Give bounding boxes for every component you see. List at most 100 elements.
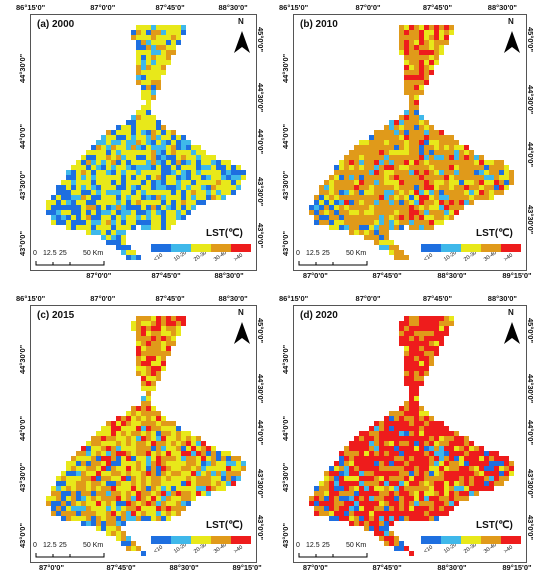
lst-cell xyxy=(344,506,349,511)
lst-cell xyxy=(141,220,146,225)
lst-cell xyxy=(449,210,454,215)
lst-cell xyxy=(221,481,226,486)
lst-cell xyxy=(171,30,176,35)
lst-cell xyxy=(339,165,344,170)
lst-cell xyxy=(136,55,141,60)
lst-cell xyxy=(176,155,181,160)
lst-cell xyxy=(136,471,141,476)
lst-cell xyxy=(146,486,151,491)
lst-cell xyxy=(419,210,424,215)
lst-cell xyxy=(171,155,176,160)
lst-cell xyxy=(241,466,246,471)
lst-cell xyxy=(171,331,176,336)
lst-cell xyxy=(186,446,191,451)
lst-cell xyxy=(226,471,231,476)
lst-cell xyxy=(146,175,151,180)
lst-cell xyxy=(106,180,111,185)
lst-cell xyxy=(66,471,71,476)
lst-cell xyxy=(409,336,414,341)
lst-cell xyxy=(96,225,101,230)
lst-cell xyxy=(359,501,364,506)
lst-cell xyxy=(454,501,459,506)
lst-cell xyxy=(434,190,439,195)
lst-cell xyxy=(349,501,354,506)
lst-cell xyxy=(489,160,494,165)
lst-cell xyxy=(414,411,419,416)
lst-cell xyxy=(329,496,334,501)
lst-cell xyxy=(324,486,329,491)
lst-cell xyxy=(419,346,424,351)
lst-cell xyxy=(156,336,161,341)
lst-cell xyxy=(96,165,101,170)
lst-cell xyxy=(91,205,96,210)
lst-cell xyxy=(369,170,374,175)
lst-cell xyxy=(136,110,141,115)
lst-cell xyxy=(399,50,404,55)
lst-cell xyxy=(76,481,81,486)
lst-cell xyxy=(141,60,146,65)
lst-cell xyxy=(484,160,489,165)
lst-cell xyxy=(201,441,206,446)
lst-cell xyxy=(96,215,101,220)
lst-cell xyxy=(181,135,186,140)
lst-cell xyxy=(434,341,439,346)
lst-cell xyxy=(201,200,206,205)
lst-cell xyxy=(146,65,151,70)
lst-cell xyxy=(151,190,156,195)
lst-cell xyxy=(444,200,449,205)
lst-cell xyxy=(206,446,211,451)
lst-cell xyxy=(369,506,374,511)
lst-cell xyxy=(369,210,374,215)
lst-cell xyxy=(424,366,429,371)
lst-cell xyxy=(61,496,66,501)
lst-cell xyxy=(414,391,419,396)
lst-cell xyxy=(499,160,504,165)
lst-cell xyxy=(414,195,419,200)
lst-cell xyxy=(141,406,146,411)
lst-cell xyxy=(161,160,166,165)
lst-cell xyxy=(404,185,409,190)
lst-cell xyxy=(354,175,359,180)
lst-cell xyxy=(126,426,131,431)
lst-cell xyxy=(409,215,414,220)
lst-cell xyxy=(71,456,76,461)
lst-cell xyxy=(394,140,399,145)
lst-cell xyxy=(141,175,146,180)
lst-cell xyxy=(211,155,216,160)
lst-cell xyxy=(319,190,324,195)
lst-cell xyxy=(354,190,359,195)
lst-cell xyxy=(399,150,404,155)
lst-cell xyxy=(399,321,404,326)
lst-cell xyxy=(414,376,419,381)
lst-cell xyxy=(424,436,429,441)
lst-cell xyxy=(409,471,414,476)
lst-cell xyxy=(91,456,96,461)
lst-cell xyxy=(146,90,151,95)
lst-cell xyxy=(136,80,141,85)
lst-cell xyxy=(151,170,156,175)
lst-cell xyxy=(211,471,216,476)
lst-cell xyxy=(236,466,241,471)
lst-cell xyxy=(409,406,414,411)
lst-cell xyxy=(176,491,181,496)
map-panel: (b) 2010 N LST(℃) <10 10-20 20-30 30-40 >40 0 12.… xyxy=(293,14,527,271)
lst-cell xyxy=(141,381,146,386)
lst-cell xyxy=(444,135,449,140)
lst-cell xyxy=(111,531,116,536)
lst-cell xyxy=(429,155,434,160)
lst-cell xyxy=(404,145,409,150)
lst-cell xyxy=(101,511,106,516)
lst-cell xyxy=(116,200,121,205)
lst-cell xyxy=(474,195,479,200)
lst-cell xyxy=(454,481,459,486)
lst-cell xyxy=(61,476,66,481)
lst-cell xyxy=(394,491,399,496)
lst-cell xyxy=(61,220,66,225)
lst-cell xyxy=(369,491,374,496)
lst-cell xyxy=(419,481,424,486)
lst-cell xyxy=(146,501,151,506)
lst-cell xyxy=(499,456,504,461)
lst-cell xyxy=(191,486,196,491)
lst-cell xyxy=(141,75,146,80)
lst-cell xyxy=(171,441,176,446)
